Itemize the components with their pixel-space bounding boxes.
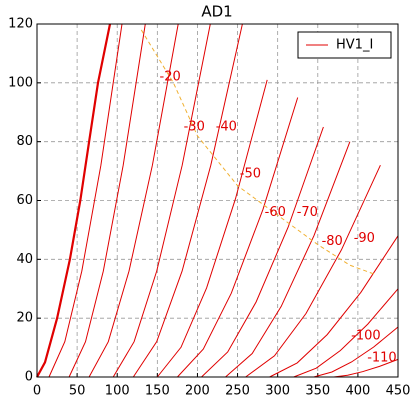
y-tick-label: 0 — [25, 370, 33, 385]
x-tick-label: 100 — [105, 384, 130, 399]
plot-area — [36, 23, 399, 378]
y-tick-label: 80 — [16, 134, 33, 149]
x-tick-label: 450 — [386, 384, 411, 399]
annotation: -100 — [351, 328, 381, 343]
annotation: -70 — [297, 205, 318, 220]
annotation: -110 — [367, 350, 397, 365]
series-line — [140, 29, 375, 275]
x-tick-label: 300 — [265, 384, 290, 399]
x-tick-label: 400 — [345, 384, 370, 399]
y-tick-label: 120 — [8, 17, 33, 32]
annotation: -80 — [322, 234, 343, 249]
annotation: -90 — [354, 231, 375, 246]
y-tick-label: 20 — [16, 311, 33, 326]
chart-title: AD1 — [201, 3, 232, 21]
x-tick-label: 200 — [185, 384, 210, 399]
annotation: -30 — [184, 119, 205, 134]
plot-frame — [36, 23, 399, 378]
x-tick-label: 50 — [69, 384, 86, 399]
x-tick-label: 350 — [305, 384, 330, 399]
y-tick-label: 40 — [16, 252, 33, 267]
series-line — [36, 23, 112, 378]
annotation: -60 — [265, 205, 286, 220]
y-tick-label: 100 — [8, 75, 33, 90]
x-tick-label: 250 — [225, 384, 250, 399]
legend-label: HV1_I — [336, 38, 373, 53]
x-tick-label: 0 — [33, 384, 41, 399]
annotation: -50 — [240, 167, 261, 182]
series-line — [48, 23, 399, 378]
y-tick-label: 60 — [16, 193, 33, 208]
x-tick-label: 150 — [145, 384, 170, 399]
annotation: -40 — [216, 119, 237, 134]
annotation: -20 — [160, 69, 181, 84]
